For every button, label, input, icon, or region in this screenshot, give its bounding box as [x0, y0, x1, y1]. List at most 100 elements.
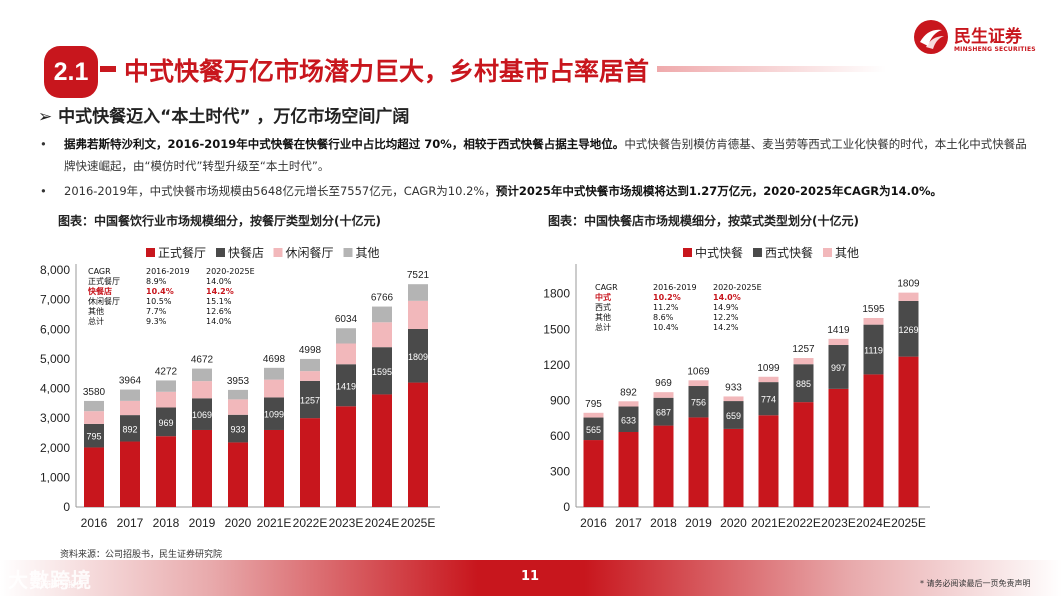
- c1-legend-swatch-0: [146, 248, 155, 257]
- c1-inner-label: 1809: [408, 352, 428, 362]
- c1-cagr-header: 2020-2025E: [206, 267, 255, 276]
- watermark-text: 大數跨境: [8, 568, 92, 592]
- c2-bar-2-3: [688, 380, 709, 387]
- c2-inner-label: 997: [831, 363, 846, 373]
- c1-bar-3-8: [372, 306, 392, 323]
- c2-bar-1-0: [583, 417, 604, 441]
- c2-xtick-label: 2021E: [751, 516, 786, 530]
- c1-ytick-label: 5,000: [40, 352, 70, 366]
- c2-total-label: 1595: [862, 304, 885, 315]
- c1-legend-label-1: 快餐店: [228, 245, 264, 260]
- c2-ytick-label: 1500: [543, 322, 570, 336]
- c1-bar-2-7: [336, 343, 356, 365]
- c1-xtick-label: 2020: [225, 516, 252, 530]
- c1-legend-label-3: 其他: [356, 246, 380, 260]
- c2-inner-label: 1119: [864, 346, 883, 356]
- c2-cagr-header: 2016-2019: [653, 283, 697, 292]
- c1-ytick-label: 8,000: [40, 263, 70, 277]
- disclaimer-note: * 请务必阅读最后一页免责声明: [920, 579, 1031, 588]
- c1-bar-3-6: [300, 358, 320, 372]
- c2-bar-2-9: [898, 292, 919, 301]
- c2-bar-0-3: [688, 417, 709, 507]
- c1-bar-3-5: [264, 367, 284, 380]
- c2-bar-0-9: [898, 356, 919, 507]
- c1-bar-0-1: [120, 441, 140, 507]
- c1-cagr-row-label: 正式餐厅: [88, 276, 120, 286]
- c2-bar-2-2: [653, 392, 674, 398]
- c2-xtick-label: 2023E: [821, 516, 856, 530]
- c1-total-label: 4672: [191, 355, 214, 366]
- c1-bar-1-9: [408, 328, 428, 383]
- c2-cagr-value-b: 14.0%: [713, 293, 741, 302]
- c2-bar-2-4: [723, 396, 744, 402]
- c2-legend-label-2: 其他: [835, 246, 859, 260]
- c2-cagr-value-b: 12.2%: [713, 313, 739, 322]
- c1-total-label: 3964: [119, 376, 142, 387]
- c1-total-label: 3580: [83, 387, 106, 398]
- c2-cagr-row-label: 中式: [595, 292, 611, 302]
- c2-inner-label: 774: [761, 395, 776, 405]
- c1-total-label: 6034: [335, 314, 358, 325]
- c1-bar-2-2: [156, 391, 176, 408]
- c1-bar-2-0: [84, 411, 104, 424]
- c1-cagr-value-b: 14.2%: [206, 287, 234, 296]
- c1-inner-label: 1419: [336, 381, 356, 391]
- c1-legend-swatch-1: [216, 248, 225, 257]
- c2-ytick-label: 900: [550, 393, 570, 407]
- c1-xtick-label: 2019: [189, 516, 216, 530]
- c2-bar-0-7: [828, 388, 849, 507]
- c1-bar-3-7: [336, 328, 356, 344]
- c1-bar-3-9: [408, 284, 428, 301]
- c2-inner-label: 687: [656, 408, 671, 418]
- c2-total-label: 1257: [792, 344, 815, 355]
- c1-total-label: 4998: [299, 345, 322, 356]
- page-title: 中式快餐万亿市场潜力巨大，乡村基市占率居首: [116, 52, 658, 88]
- c2-bar-2-1: [618, 401, 639, 407]
- c1-bar-2-1: [120, 400, 140, 416]
- c2-total-label: 1069: [687, 366, 710, 377]
- c1-bar-2-6: [300, 371, 320, 381]
- c2-ytick-label: 300: [550, 464, 570, 478]
- bullet-marker: •: [40, 137, 47, 151]
- page-number: 11: [521, 569, 540, 584]
- c2-total-label: 969: [655, 378, 672, 389]
- c1-cagr-value-b: 14.0%: [206, 317, 232, 326]
- minsheng-logo-icon: [914, 20, 948, 54]
- c1-bar-3-3: [192, 368, 212, 382]
- c2-bar-0-2: [653, 425, 674, 507]
- c2-legend-swatch-2: [823, 248, 832, 257]
- c1-xtick-label: 2024E: [365, 516, 400, 530]
- bullet-marker: •: [40, 184, 47, 198]
- c1-inner-label: 795: [86, 432, 101, 442]
- c1-bar-0-2: [156, 436, 176, 507]
- logo-english-name: MINSHENG SECURITIES: [954, 46, 1036, 53]
- section-number-badge: 2.1: [44, 46, 98, 98]
- c1-bar-1-8: [372, 347, 392, 395]
- c2-bar-2-6: [793, 358, 814, 365]
- c2-xtick-label: 2024E: [856, 516, 891, 530]
- c1-cagr-header: CAGR: [88, 267, 111, 276]
- c1-cagr-value-a: 10.4%: [146, 287, 174, 296]
- c1-bar-3-0: [84, 400, 104, 412]
- c1-cagr-header: 2016-2019: [146, 267, 190, 276]
- chart-2-title: 图表：中国快餐店市场规模细分，按菜式类型划分(十亿元): [548, 214, 859, 228]
- c1-bar-2-8: [372, 322, 392, 348]
- c1-bar-2-3: [192, 381, 212, 399]
- c1-bar-0-3: [192, 429, 212, 507]
- c1-xtick-label: 2023E: [329, 516, 364, 530]
- c2-cagr-value-b: 14.9%: [713, 303, 739, 312]
- c2-bar-2-7: [828, 338, 849, 346]
- c1-cagr-row-label: 其他: [88, 306, 104, 316]
- c2-ytick-label: 600: [550, 429, 570, 443]
- c1-xtick-label: 2017: [117, 516, 144, 530]
- footer-report-label: 证券研究报告: [36, 580, 84, 589]
- c1-bar-0-9: [408, 382, 428, 507]
- c1-bar-1-6: [300, 380, 320, 419]
- c2-bar-2-8: [863, 317, 884, 325]
- c1-bar-1-0: [84, 423, 104, 448]
- c2-bar-0-1: [618, 431, 639, 507]
- c1-ytick-label: 1,000: [40, 470, 70, 484]
- c2-bar-1-7: [828, 345, 849, 389]
- bullet-2-text: 2016-2019年，中式快餐市场规模由5648亿元增长至7557亿元，CAGR…: [64, 184, 496, 198]
- c1-xtick-label: 2025E: [401, 516, 436, 530]
